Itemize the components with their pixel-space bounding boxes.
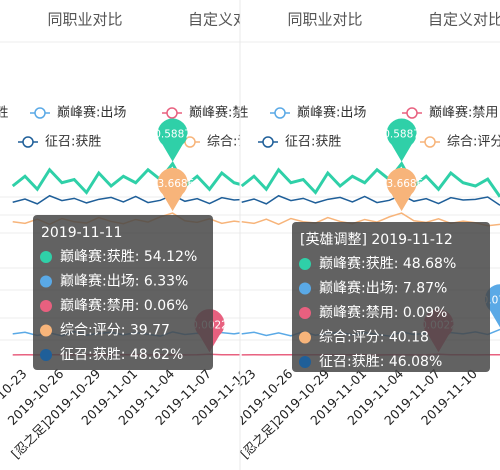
tab[interactable]: 同职业对比	[47, 11, 122, 29]
tab[interactable]: 自定义对比	[188, 11, 263, 29]
legend-icon	[262, 136, 274, 148]
tooltip-icon	[40, 275, 52, 288]
max-pin	[157, 167, 188, 212]
tooltip-icon	[299, 331, 311, 344]
legend-label[interactable]: 综合:评分	[447, 135, 500, 150]
series-line	[240, 160, 500, 198]
tooltip-item: 巅峰赛:禁用: 0.06%	[60, 298, 188, 314]
legend-icon	[166, 107, 178, 119]
tooltip-icon	[40, 300, 52, 312]
legend-label[interactable]: 征召:获胜	[285, 135, 341, 150]
legend-icon	[22, 136, 34, 148]
tooltip-item: 巅峰赛:出场: 6.33%	[60, 274, 188, 290]
tooltip	[292, 222, 490, 372]
legend-label[interactable]: 巅峰赛:获胜	[0, 105, 8, 121]
max-pin	[386, 167, 417, 212]
tooltip-icon	[299, 307, 311, 319]
max-pin-label: 43.6686	[151, 178, 195, 190]
legend-icon	[274, 107, 286, 119]
max-pin	[386, 118, 417, 162]
legend-icon	[184, 136, 196, 148]
tooltip-title: 2019-11-11	[41, 225, 122, 241]
tooltip-icon	[40, 324, 52, 337]
tooltip-item: 巅峰赛:获胜: 48.68%	[319, 256, 456, 272]
legend-icon	[406, 107, 418, 119]
tab[interactable]: 自定义对比	[428, 11, 500, 29]
legend-icon	[34, 107, 46, 119]
legend-label[interactable]: 综合:评分	[207, 135, 263, 150]
series-line	[11, 160, 240, 195]
tooltip-item: 巅峰赛:出场: 7.87%	[319, 281, 447, 297]
legend-label[interactable]: 巅峰赛:出场	[57, 105, 126, 121]
legend-label[interactable]: 巅峰赛:获胜	[179, 105, 248, 121]
tab-bar	[0, 0, 240, 42]
tab[interactable]: 同职业对比	[287, 11, 362, 29]
tooltip-title: [英雄调整] 2019-11-12	[300, 231, 453, 248]
max-pin-label: 43.6686	[380, 178, 424, 190]
tooltip-icon	[299, 258, 311, 270]
legend-label[interactable]: 征召:获胜	[45, 135, 101, 150]
legend-label[interactable]: 巅峰赛:禁用	[429, 105, 498, 121]
tooltip-item: 巅峰赛:获胜: 54.12%	[60, 249, 197, 265]
tooltip-item: 征召:获胜: 48.62%	[60, 347, 183, 363]
tooltip-item: 巅峰赛:禁用: 0.09%	[319, 305, 447, 321]
tooltip-icon	[299, 356, 311, 368]
legend-icon	[424, 136, 436, 148]
max-pin-label: 0.5887	[154, 129, 191, 141]
max-pin-label: 0.5887	[383, 129, 420, 141]
legend-label[interactable]: 巅峰赛:出场	[297, 105, 366, 121]
tooltip-icon	[40, 251, 52, 263]
tooltip-icon	[299, 282, 311, 295]
tooltip-item: 综合:评分: 40.18	[319, 330, 429, 346]
tab-bar	[240, 0, 500, 42]
tooltip	[33, 215, 213, 370]
max-pin	[157, 118, 188, 162]
series-line	[241, 194, 500, 206]
tooltip-icon	[40, 349, 52, 361]
tooltip-item: 征召:获胜: 46.08%	[319, 354, 442, 370]
legend-label[interactable]: 巅峰赛:禁用	[189, 105, 258, 121]
tooltip-item: 综合:评分: 39.77	[60, 323, 170, 339]
series-line	[12, 194, 240, 205]
